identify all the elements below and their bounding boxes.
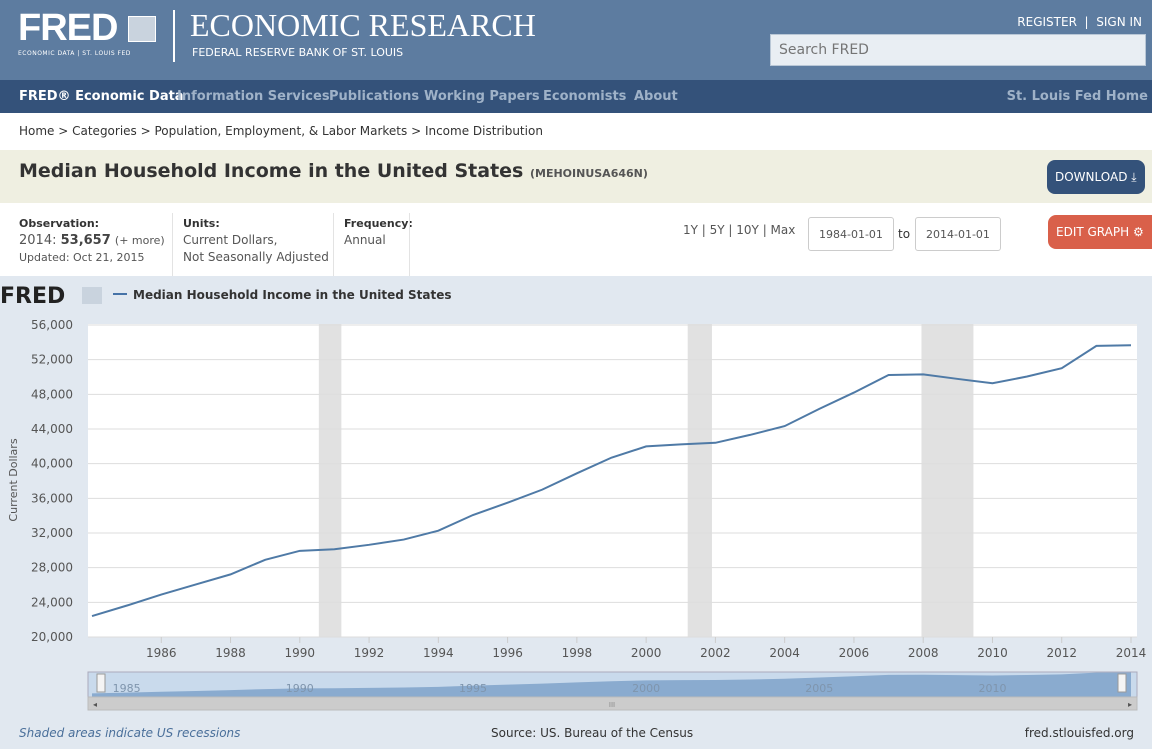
breadcrumb[interactable]: Home > Categories > Population, Employme…	[19, 124, 543, 138]
navigator-right-handle[interactable]	[1117, 673, 1127, 693]
logo-subtitle: ECONOMIC DATA | ST. LOUIS FED	[18, 50, 131, 57]
end-date-input[interactable]: 2014-01-01	[915, 217, 1001, 251]
site-header: FRED ECONOMIC DATA | ST. LOUIS FED ECONO…	[0, 0, 1152, 80]
navigator-tick-label: 2000	[632, 682, 660, 695]
recession-note[interactable]: Shaded areas indicate US recessions	[19, 726, 241, 740]
scroll-right-arrow-icon[interactable]: ▸	[1128, 700, 1132, 709]
edit-graph-button[interactable]: EDIT GRAPH ⚙	[1048, 215, 1152, 249]
recession-shade	[921, 324, 974, 637]
download-button[interactable]: DOWNLOAD ⤓	[1047, 160, 1145, 194]
fred-logo[interactable]: FRED	[18, 7, 118, 49]
header-divider	[173, 10, 175, 62]
search-input[interactable]	[770, 34, 1146, 66]
frequency-label: Frequency:	[344, 217, 413, 230]
series-line	[91, 344, 1132, 618]
nav-information-services[interactable]: Information Services	[177, 89, 330, 104]
units-seasonal: Not Seasonally Adjusted	[183, 250, 329, 264]
title-band: Median Household Income in the United St…	[0, 150, 1152, 203]
nav-economists[interactable]: Economists	[543, 89, 627, 104]
plot-background	[88, 324, 1137, 637]
y-tick-label: 52,000	[31, 353, 73, 367]
x-tick-label: 2006	[839, 646, 870, 660]
nav-publications[interactable]: Publications	[329, 89, 420, 104]
x-tick-label: 1998	[562, 646, 593, 660]
start-date-input[interactable]: 1984-01-01	[808, 217, 894, 251]
x-tick-label: 2010	[977, 646, 1008, 660]
x-tick-label: 2008	[908, 646, 939, 660]
frequency-value: Annual	[344, 233, 386, 247]
x-tick-label: 1990	[285, 646, 316, 660]
legend-label: Median Household Income in the United St…	[133, 288, 452, 302]
x-tick-label: 2002	[700, 646, 731, 660]
navigator-left-handle[interactable]	[96, 673, 106, 693]
divider	[409, 213, 410, 276]
y-tick-label: 28,000	[31, 561, 73, 575]
nav-working-papers[interactable]: Working Papers	[424, 89, 540, 104]
navigator-tick-label: 1990	[286, 682, 314, 695]
recession-shade	[318, 324, 342, 637]
x-tick-label: 2000	[631, 646, 662, 660]
chart-area: FRED Median Household Income in the Unit…	[0, 276, 1152, 749]
download-label: DOWNLOAD	[1055, 170, 1128, 184]
scrollbar-grip[interactable]: III	[609, 701, 615, 709]
navigator-series-area	[92, 672, 1131, 697]
y-axis-label: Current Dollars	[7, 438, 20, 521]
y-tick-label: 24,000	[31, 595, 73, 609]
x-tick-label: 1996	[492, 646, 523, 660]
sign-in-link[interactable]: SIGN IN	[1096, 15, 1142, 29]
divider	[172, 213, 173, 276]
more-link[interactable]: (+ more)	[114, 234, 165, 247]
units-label: Units:	[183, 217, 220, 230]
units-value: Current Dollars,	[183, 233, 278, 247]
series-id: (MEHOINUSA646N)	[529, 167, 648, 180]
navigator-tick-label: 1985	[113, 682, 141, 695]
fred-logo-chart-icon	[128, 16, 156, 42]
updated-date: Updated: Oct 21, 2015	[19, 251, 145, 264]
page-title: Median Household Income in the United St…	[19, 160, 648, 182]
y-tick-label: 56,000	[31, 318, 73, 332]
account-links: REGISTER | SIGN IN	[1017, 15, 1142, 29]
y-tick-label: 36,000	[31, 491, 73, 505]
x-tick-label: 2014	[1116, 646, 1147, 660]
y-tick-label: 48,000	[31, 387, 73, 401]
main-nav: FRED® Economic Data Information Services…	[0, 80, 1152, 113]
range-links[interactable]: 1Y | 5Y | 10Y | Max	[683, 223, 796, 237]
line-chart: FRED Median Household Income in the Unit…	[0, 284, 1147, 711]
edit-graph-label: EDIT GRAPH	[1056, 225, 1130, 239]
x-tick-label: 2012	[1046, 646, 1077, 660]
x-tick-label: 2004	[769, 646, 800, 660]
y-tick-label: 44,000	[31, 422, 73, 436]
gear-icon: ⚙	[1132, 225, 1144, 239]
x-tick-label: 1992	[354, 646, 385, 660]
chart-fred-logo: FRED	[0, 284, 65, 309]
obs-date: 2014:	[19, 233, 57, 248]
scroll-left-arrow-icon[interactable]: ◂	[93, 700, 97, 709]
register-link[interactable]: REGISTER	[1017, 15, 1077, 29]
navigator-tick-label: 2010	[978, 682, 1006, 695]
scrollbar[interactable]	[87, 696, 1138, 711]
source-text: Source: US. Bureau of the Census	[491, 726, 694, 740]
x-tick-label: 1988	[215, 646, 246, 660]
y-tick-label: 32,000	[31, 526, 73, 540]
divider	[333, 213, 334, 276]
recession-shade	[687, 324, 712, 637]
download-icon: ⤓	[1131, 170, 1137, 184]
nav-st-louis-fed-home[interactable]: St. Louis Fed Home	[1006, 89, 1148, 104]
navigator-tick-label: 1995	[459, 682, 487, 695]
org-title[interactable]: ECONOMIC RESEARCH	[190, 7, 536, 43]
x-tick-label: 1994	[423, 646, 454, 660]
x-tick-label: 1986	[146, 646, 177, 660]
y-tick-label: 40,000	[31, 457, 73, 471]
nav-about[interactable]: About	[634, 89, 678, 104]
series-meta: Observation: 2014: 53,657 (+ more) Updat…	[0, 203, 1152, 276]
site-url[interactable]: fred.stlouisfed.org	[1024, 726, 1134, 740]
y-tick-label: 20,000	[31, 630, 73, 644]
observation-label: Observation:	[19, 217, 100, 230]
org-subtitle: FEDERAL RESERVE BANK OF ST. LOUIS	[192, 46, 404, 59]
to-label: to	[898, 227, 911, 241]
nav-fred-economic-data[interactable]: FRED® Economic Data	[19, 89, 184, 104]
navigator-tick-label: 2005	[805, 682, 833, 695]
obs-value: 53,657	[60, 233, 111, 248]
chart-logo-icon	[82, 287, 102, 304]
